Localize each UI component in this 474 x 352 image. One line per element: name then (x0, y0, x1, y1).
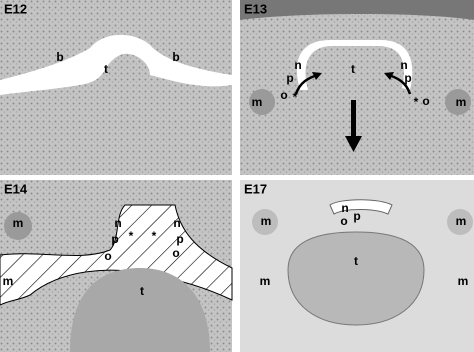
annotation: m (458, 274, 469, 288)
annotation: n (294, 58, 301, 72)
structure (445, 89, 471, 115)
annotation: m (252, 95, 263, 109)
annotation: t (104, 62, 108, 76)
annotation: t (354, 254, 358, 268)
annotation: n (173, 216, 180, 230)
annotation: n (341, 201, 348, 215)
annotation: t (140, 284, 144, 298)
annotation: o (422, 94, 429, 108)
panel-label: E12 (4, 1, 27, 16)
panel-e14: E14 m m n p o * * n p o t (0, 180, 233, 352)
annotation: o (104, 249, 111, 263)
annotation: p (353, 209, 360, 223)
annotation: n (400, 58, 407, 72)
structure (252, 209, 278, 235)
panel-e13: E13 t n p o * n p * o m m (240, 0, 474, 175)
hatched-cavity (0, 204, 233, 306)
annotation: m (3, 274, 14, 288)
annotation: p (286, 71, 293, 85)
annotation: p (176, 232, 183, 246)
annotation: b (56, 50, 63, 64)
annotation: m (260, 274, 271, 288)
panel-label: E13 (244, 1, 267, 16)
annotation: m (13, 216, 24, 230)
cavity (0, 34, 232, 95)
cavity (329, 199, 393, 215)
annotation: p (404, 71, 411, 85)
structure (287, 231, 425, 326)
panel-label: E17 (244, 181, 267, 196)
annotation: b (172, 50, 179, 64)
structure (249, 89, 275, 115)
structure (447, 209, 473, 235)
panel-label: E14 (4, 181, 28, 196)
annotation: o (280, 88, 287, 102)
annotation: m (456, 95, 467, 109)
annotation: o (340, 214, 347, 228)
structure (4, 212, 32, 240)
annotation: p (111, 232, 118, 246)
annotation: * (414, 95, 419, 109)
tissue-dark (240, 0, 474, 20)
annotation: * (129, 229, 134, 243)
annotation: n (114, 216, 121, 230)
structure (70, 268, 210, 352)
arrowhead (312, 72, 322, 80)
annotation: * (152, 229, 157, 243)
annotation: m (261, 214, 272, 228)
panel-e17: E17 m m n o p t m m (240, 180, 474, 352)
arrowhead (345, 136, 362, 152)
micrograph (240, 0, 474, 175)
annotation: * (293, 90, 298, 104)
arrow (351, 100, 356, 138)
annotation: m (456, 214, 467, 228)
arrowhead (384, 72, 394, 80)
annotation: t (351, 62, 355, 76)
annotation: o (172, 246, 179, 260)
panel-e12: E12 b t b (0, 0, 232, 175)
